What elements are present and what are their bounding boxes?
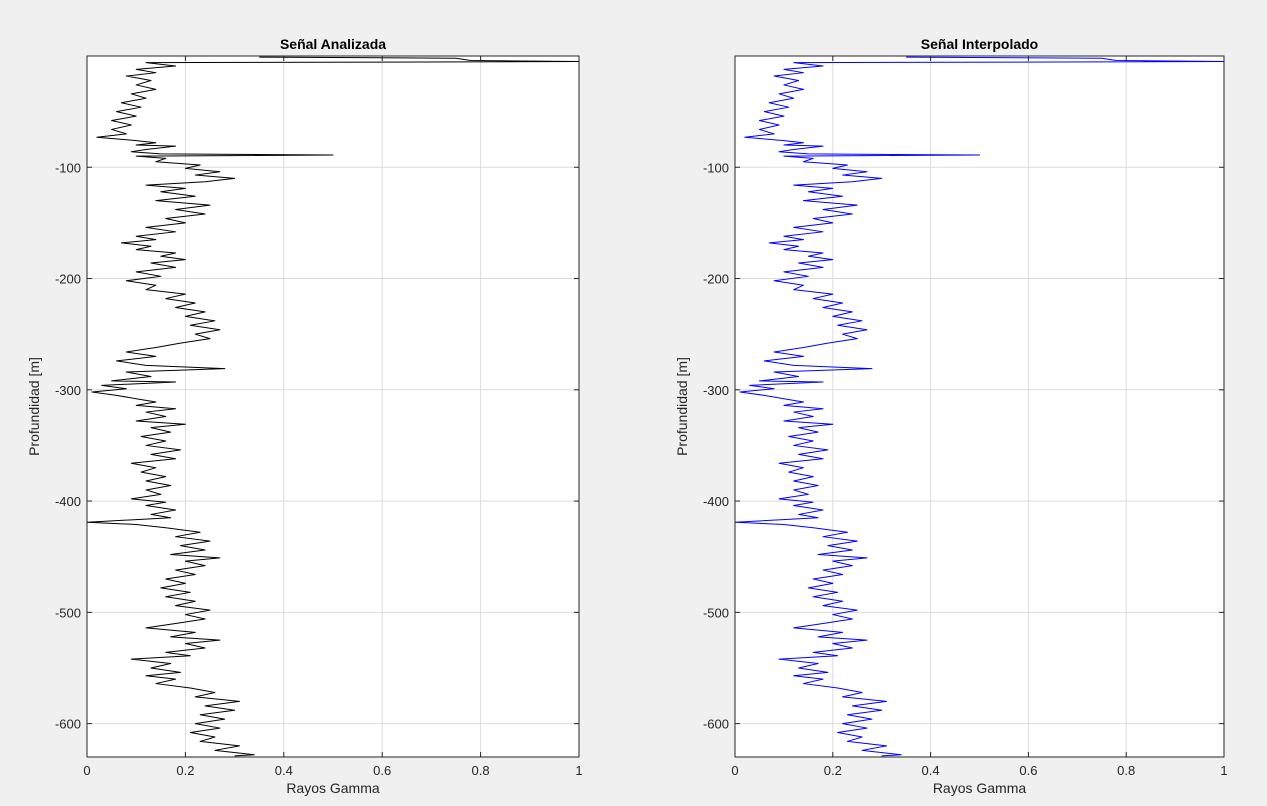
x-tick-label: 0 [731, 763, 738, 778]
x-tick-label: 1 [1220, 763, 1227, 778]
chart-title: Señal Analizada [280, 36, 386, 52]
axes-border [734, 55, 1225, 758]
x-tick-label: 0.4 [922, 763, 940, 778]
x-tick-label: 0 [83, 763, 90, 778]
plot-area [87, 56, 579, 757]
axes-2: 0 0.2 0.4 0.6 0.8 1 -600 -500 -400 -300 -200 -100 Se… [674, 36, 1228, 796]
chart-title: Señal Interpolado [921, 36, 1038, 52]
series-line [734, 56, 1225, 757]
y-tick-label: -600 [55, 717, 81, 732]
y-tick-label: -400 [55, 494, 81, 509]
x-tick-label: 0.4 [275, 763, 293, 778]
x-axis-label: Rayos Gamma [286, 780, 380, 796]
y-tick-label: -200 [703, 272, 729, 287]
x-tick-label: 0.2 [176, 763, 194, 778]
series-line [86, 56, 580, 757]
x-tick-label: 0.6 [373, 763, 391, 778]
y-tick-label: -500 [55, 605, 81, 620]
y-tick-label: -100 [703, 160, 729, 175]
x-tick-label: 0.6 [1019, 763, 1037, 778]
y-tick-label: -400 [703, 494, 729, 509]
axes-border [86, 55, 580, 758]
x-axis-label: Rayos Gamma [933, 780, 1027, 796]
x-tick-label: 0.8 [1117, 763, 1135, 778]
y-tick-label: -200 [55, 272, 81, 287]
y-tick-label: -600 [703, 717, 729, 732]
x-tick-label: 0.8 [472, 763, 490, 778]
x-tick-label: 1 [575, 763, 582, 778]
y-tick-label: -100 [55, 160, 81, 175]
axes-1: 0 0.2 0.4 0.6 0.8 1 -600 -500 -400 -300 -200 -100 Se… [26, 36, 583, 796]
y-axis-label: Profundidad [m] [26, 357, 42, 456]
y-tick-label: -300 [703, 383, 729, 398]
x-tick-label: 0.2 [824, 763, 842, 778]
y-tick-label: -500 [703, 605, 729, 620]
y-tick-label: -300 [55, 383, 81, 398]
y-axis-label: Profundidad [m] [674, 357, 690, 456]
plot-area [735, 56, 1224, 757]
